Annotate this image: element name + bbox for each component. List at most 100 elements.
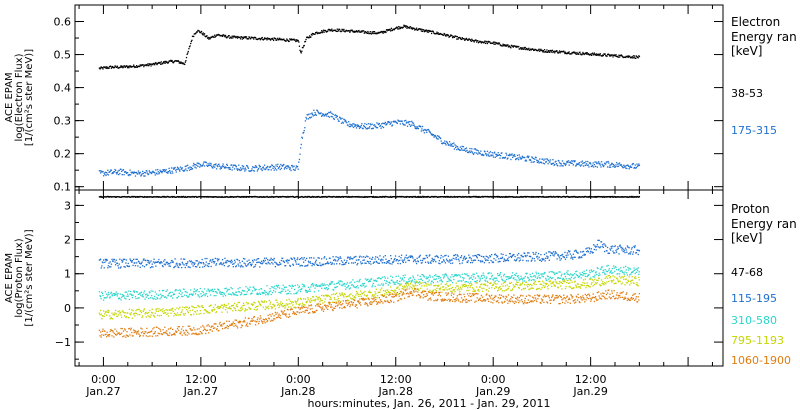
electron-data-point <box>131 172 133 174</box>
electron-data-point <box>553 50 555 52</box>
proton-data-point <box>259 292 261 294</box>
electron-data-point <box>594 54 597 56</box>
electron-data-point <box>502 43 504 45</box>
proton-data-point <box>358 256 361 258</box>
proton-data-point <box>610 246 612 248</box>
proton-data-point <box>617 273 619 275</box>
electron-data-point <box>627 55 629 57</box>
electron-data-point <box>515 158 517 161</box>
proton-data-point <box>445 273 447 276</box>
electron-data-point <box>421 125 424 128</box>
proton-data-point <box>215 294 217 297</box>
proton-data-point <box>615 251 618 253</box>
data-points <box>98 24 641 338</box>
electron-data-point <box>423 31 426 33</box>
proton-data-point <box>148 262 150 265</box>
electron-data-point <box>179 62 182 64</box>
electron-data-point <box>161 172 163 174</box>
proton-data-point <box>114 312 116 314</box>
electron-data-point <box>328 116 331 118</box>
proton-data-point <box>246 309 248 311</box>
proton-data-point <box>217 305 219 308</box>
electron-data-point <box>130 174 132 176</box>
proton-data-point <box>420 259 422 262</box>
electron-data-point <box>633 55 636 57</box>
proton-data-point <box>105 260 107 262</box>
proton-data-point <box>112 260 114 262</box>
proton-data-point <box>438 275 441 278</box>
proton-data-point <box>130 312 132 314</box>
proton-data-point <box>609 272 611 274</box>
electron-data-point <box>338 120 340 123</box>
proton-data-point <box>123 297 126 299</box>
proton-data-point <box>488 272 490 274</box>
proton-data-point <box>486 259 488 261</box>
proton-data-point <box>227 307 229 309</box>
proton-data-point <box>156 296 158 299</box>
proton-data-point <box>135 297 137 300</box>
electron-data-point <box>475 149 477 151</box>
electron-data-point <box>548 51 550 53</box>
electron-data-point <box>296 40 298 42</box>
proton-data-point <box>286 293 289 295</box>
electron-data-point <box>411 27 413 29</box>
proton-data-point <box>368 281 370 283</box>
proton-data-point <box>263 292 265 294</box>
proton-data-point <box>218 289 220 291</box>
electron-data-point <box>524 160 526 162</box>
electron-data-point <box>529 158 531 161</box>
proton-data-point <box>308 261 310 264</box>
electron-data-point <box>155 169 157 171</box>
proton-data-point <box>340 280 342 282</box>
proton-data-point <box>602 271 604 274</box>
proton-data-point <box>265 301 268 303</box>
electron-data-point <box>468 151 470 154</box>
electron-data-point <box>461 37 463 39</box>
proton-data-point <box>627 246 629 248</box>
proton-data-point <box>527 252 529 254</box>
proton-data-point <box>178 266 180 269</box>
electron-data-point <box>176 166 179 168</box>
electron-data-point <box>195 32 197 34</box>
electron-data-point <box>115 172 117 174</box>
electron-data-point <box>121 174 123 176</box>
proton-data-point <box>533 275 535 277</box>
proton-data-point <box>620 246 622 248</box>
electron-data-point <box>596 162 598 165</box>
electron-data-point <box>119 66 122 68</box>
proton-data-point <box>301 283 304 285</box>
proton-data-point <box>530 279 532 281</box>
electron-data-point <box>389 29 391 31</box>
proton-data-point <box>221 264 223 266</box>
proton-data-point <box>304 286 306 288</box>
proton-data-point <box>388 262 390 264</box>
proton-data-point <box>343 282 346 285</box>
proton-data-point <box>185 308 188 311</box>
electron-data-point <box>543 51 545 53</box>
electron-data-point <box>154 172 156 174</box>
proton-data-point <box>271 261 273 264</box>
proton-data-point <box>275 288 277 290</box>
proton-data-point <box>485 277 487 280</box>
electron-data-point <box>615 164 617 166</box>
proton-data-point <box>463 256 465 259</box>
proton-data-point <box>102 261 104 264</box>
proton-data-point <box>315 284 317 287</box>
proton-data-point <box>524 254 526 257</box>
proton-data-point <box>574 276 576 278</box>
electron-data-point <box>152 170 154 172</box>
electron-data-point <box>106 173 108 175</box>
proton-data-point <box>481 260 484 263</box>
proton-data-point <box>131 260 134 262</box>
electron-data-point <box>179 166 182 168</box>
electron-data-point <box>574 160 576 162</box>
proton-data-point <box>171 291 173 293</box>
proton-data-point <box>597 239 599 242</box>
proton-data-point <box>100 195 102 198</box>
proton-data-point <box>228 288 230 291</box>
electron-data-point <box>576 163 578 165</box>
proton-data-point <box>484 279 486 281</box>
proton-data-point <box>552 277 554 279</box>
proton-data-point <box>269 290 272 292</box>
proton-data-point <box>588 273 590 276</box>
